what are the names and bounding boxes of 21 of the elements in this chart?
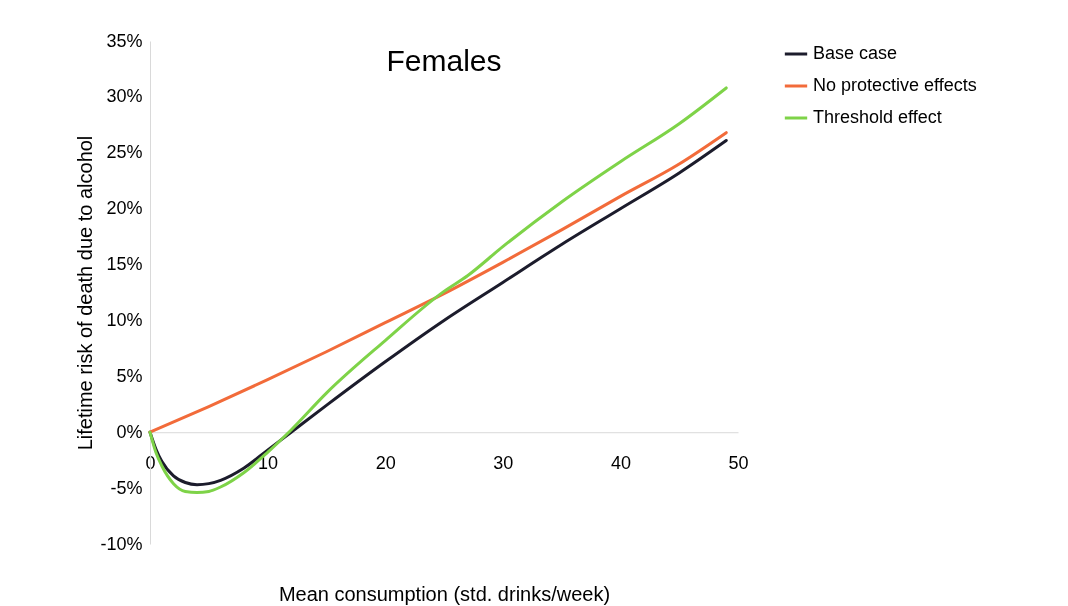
legend-label: No protective effects (813, 75, 977, 95)
chart-title: Females (386, 44, 502, 77)
y-tick-label: 0% (116, 421, 143, 442)
y-tick-label: -5% (110, 477, 143, 498)
legend-label: Threshold effect (813, 107, 942, 127)
y-tick-label: 35% (106, 30, 143, 51)
x-tick-label: 50 (728, 452, 749, 473)
y-tick-label: 20% (106, 198, 143, 219)
y-tick-label: 30% (106, 86, 143, 107)
legend-label: Base case (813, 43, 898, 63)
y-tick-label: -10% (100, 533, 143, 554)
y-tick-label: 10% (106, 309, 143, 330)
x-axis-title: Mean consumption (std. drinks/week) (278, 582, 611, 605)
line-series (148, 131, 728, 434)
y-tick-label: 15% (106, 254, 143, 275)
y-tick-label: 25% (106, 142, 143, 163)
x-tick-label: 20 (375, 452, 396, 473)
x-tick-label: 30 (493, 452, 514, 473)
y-tick-label: 5% (116, 365, 143, 386)
y-axis-title: Lifetime risk of death due to alcohol (74, 135, 97, 451)
x-tick-label: 40 (610, 452, 631, 473)
